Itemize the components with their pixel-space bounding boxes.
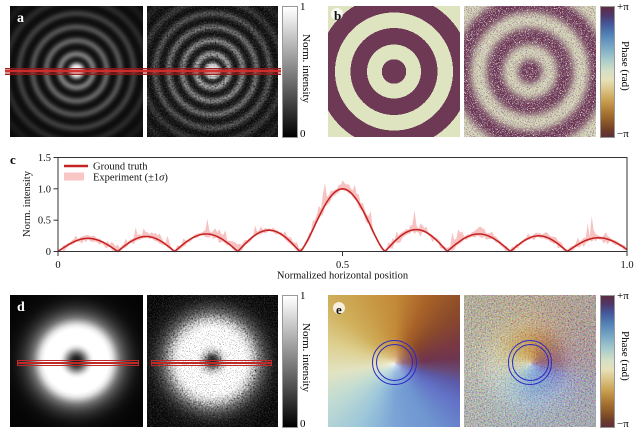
svg-text:Norm. intensity: Norm. intensity [22,170,33,237]
svg-text:1.0: 1.0 [620,260,633,271]
svg-text:0.5: 0.5 [38,216,51,227]
svg-text:0.5: 0.5 [336,260,349,271]
svg-text:Ground truth: Ground truth [93,162,148,173]
svg-text:Normalized horizontal position: Normalized horizontal position [277,271,409,280]
svg-text:Experiment (±1σ): Experiment (±1σ) [93,173,168,184]
svg-text:1.0: 1.0 [38,184,51,195]
svg-text:1.5: 1.5 [38,153,51,164]
svg-text:0: 0 [55,260,60,271]
svg-text:0: 0 [46,247,51,258]
